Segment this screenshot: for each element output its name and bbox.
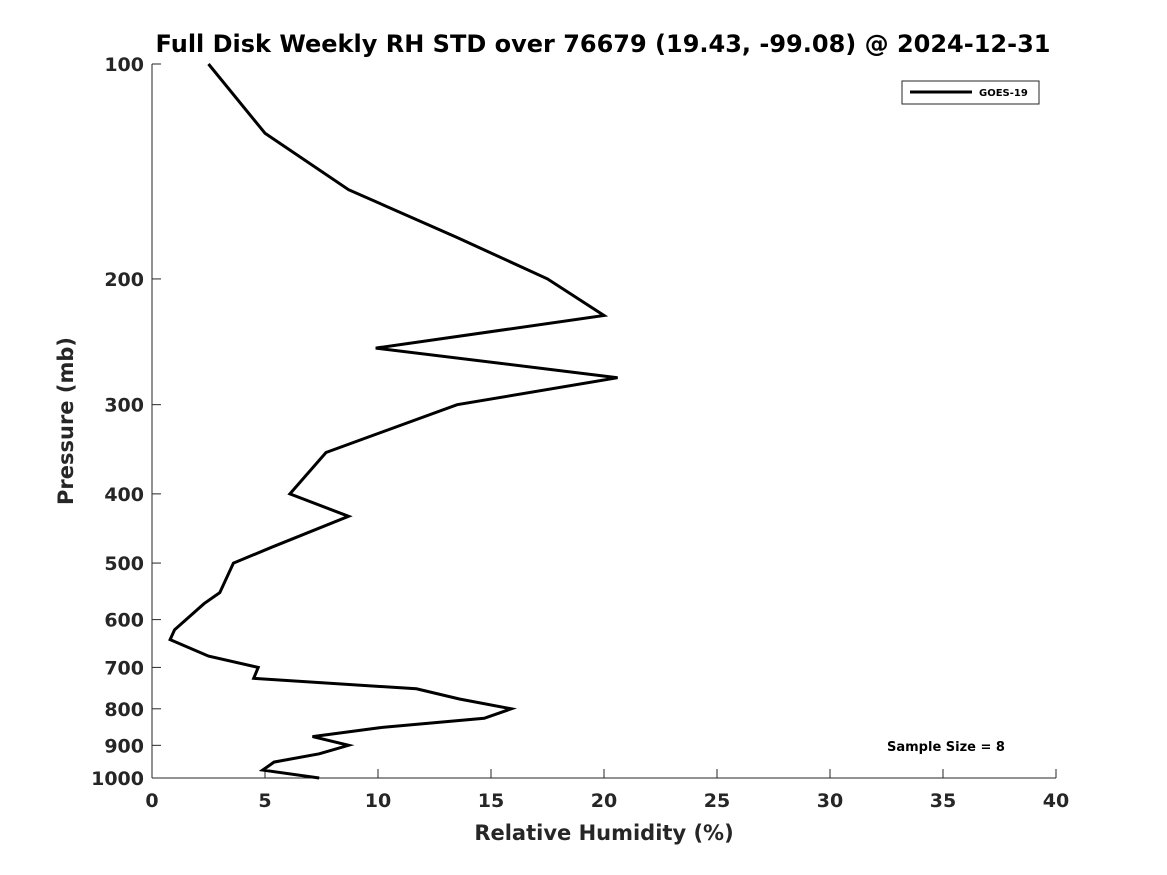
y-tick-label: 600 <box>104 610 144 632</box>
y-tick-label: 500 <box>104 553 144 575</box>
x-tick-label: 30 <box>817 790 843 812</box>
x-tick-label: 35 <box>930 790 956 812</box>
y-tick-label: 700 <box>104 657 144 679</box>
plot-axes <box>151 64 1056 779</box>
x-tick-label: 10 <box>365 790 391 812</box>
y-tick-label: 400 <box>104 484 144 506</box>
x-ticks: 0 5 10 15 20 25 30 35 40 <box>145 769 1069 812</box>
legend-label-goes-19: GOES-19 <box>979 88 1028 99</box>
x-axis-label: Relative Humidity (%) <box>474 821 733 845</box>
series-layer <box>168 63 618 780</box>
chart-title: Full Disk Weekly RH STD over 76679 (19.4… <box>156 30 1051 58</box>
y-axis-label: Pressure (mb) <box>54 337 78 505</box>
sample-size-annotation: Sample Size = 8 <box>887 740 1005 755</box>
x-tick-label: 20 <box>591 790 617 812</box>
x-tick-label: 5 <box>258 790 271 812</box>
y-tick-label: 1000 <box>91 768 144 790</box>
x-tick-label: 0 <box>145 790 158 812</box>
y-ticks: 100 200 300 400 500 600 700 800 900 1000 <box>91 54 161 790</box>
y-tick-label: 200 <box>104 269 144 291</box>
y-tick-label: 300 <box>104 395 144 417</box>
series-line-goes-19 <box>168 63 618 780</box>
y-tick-label: 900 <box>104 735 144 757</box>
x-tick-label: 40 <box>1043 790 1069 812</box>
y-tick-label: 800 <box>104 699 144 721</box>
legend: GOES-19 <box>901 80 1040 105</box>
x-tick-label: 15 <box>478 790 504 812</box>
x-tick-label: 25 <box>704 790 730 812</box>
y-tick-label: 100 <box>104 54 144 76</box>
